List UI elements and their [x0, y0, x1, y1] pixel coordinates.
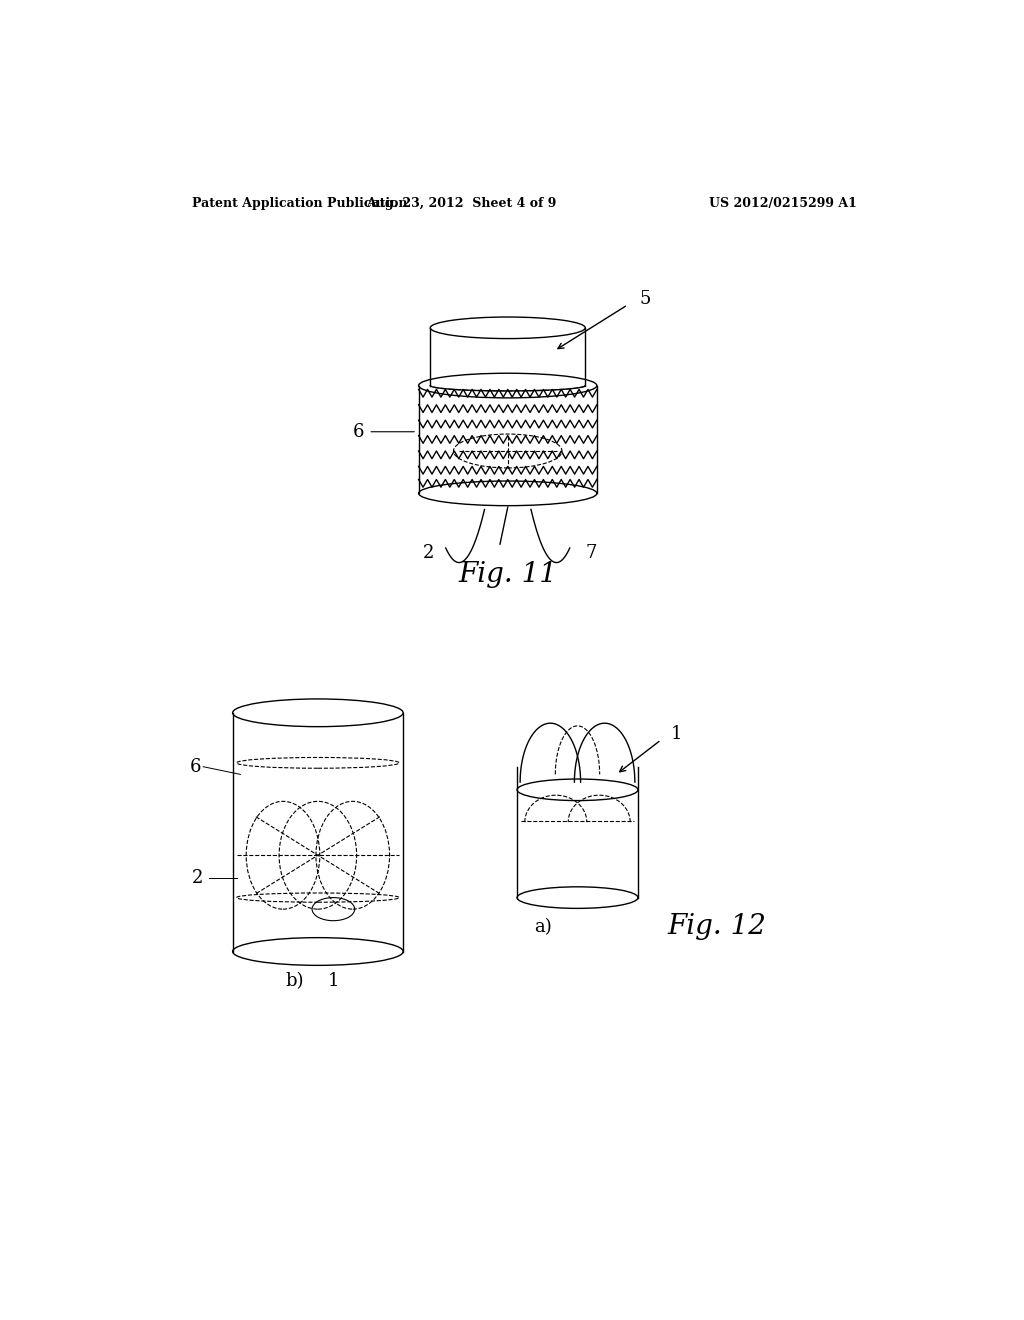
Text: a): a) — [534, 917, 552, 936]
Text: 6: 6 — [190, 758, 202, 776]
Text: US 2012/0215299 A1: US 2012/0215299 A1 — [709, 197, 856, 210]
Text: 6: 6 — [353, 422, 365, 441]
Text: Aug. 23, 2012  Sheet 4 of 9: Aug. 23, 2012 Sheet 4 of 9 — [366, 197, 556, 210]
Text: Fig. 11: Fig. 11 — [459, 561, 557, 587]
Text: 2: 2 — [423, 544, 434, 562]
Text: 2: 2 — [191, 870, 203, 887]
Text: Patent Application Publication: Patent Application Publication — [191, 197, 408, 210]
Text: 7: 7 — [586, 544, 597, 562]
Text: b): b) — [286, 972, 304, 990]
Text: 1: 1 — [328, 972, 339, 990]
Text: Fig. 12: Fig. 12 — [668, 913, 766, 940]
Text: 5: 5 — [640, 289, 651, 308]
Text: 1: 1 — [671, 725, 682, 743]
